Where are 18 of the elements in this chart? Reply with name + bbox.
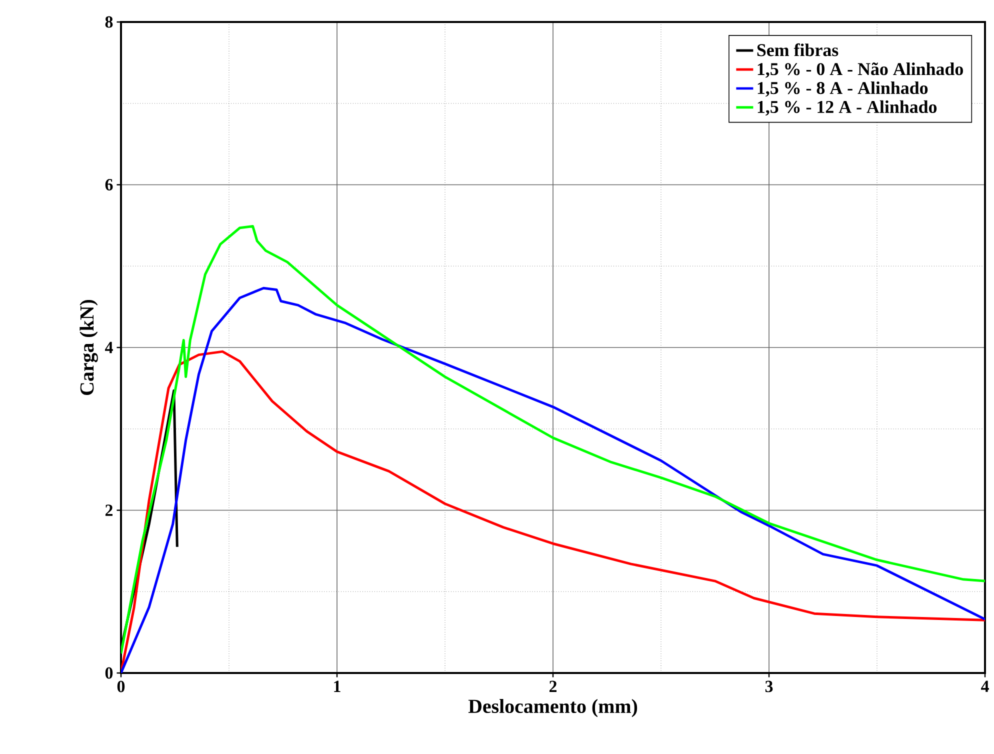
legend-label: 1,5 % - 8 A - Alinhado [758, 81, 928, 97]
x-tick-label: 4 [981, 680, 989, 692]
line-series [121, 286, 986, 673]
y-tick-label: 8 [105, 16, 113, 28]
line-series [121, 225, 986, 655]
x-axis-title: Deslocamento (mm) [468, 699, 638, 718]
x-tick-label: 3 [765, 680, 773, 692]
y-axis-title: Carga (kN) [80, 300, 98, 395]
y-tick-label: 4 [104, 342, 113, 354]
legend-label: 1,5 % - 12 A - Alinhado [758, 100, 937, 116]
legend-label: Sem fibras [757, 43, 838, 56]
y-tick-label: 2 [105, 504, 112, 516]
legend-label: 1,5 % - 0 A - Não Alinhado [758, 62, 963, 78]
x-tick-label: 0 [117, 680, 125, 692]
y-tick-label: 6 [105, 179, 113, 190]
x-tick-label: 1 [334, 680, 340, 692]
y-tick-label: 0 [105, 667, 113, 679]
x-tick-label: 2 [549, 680, 557, 692]
